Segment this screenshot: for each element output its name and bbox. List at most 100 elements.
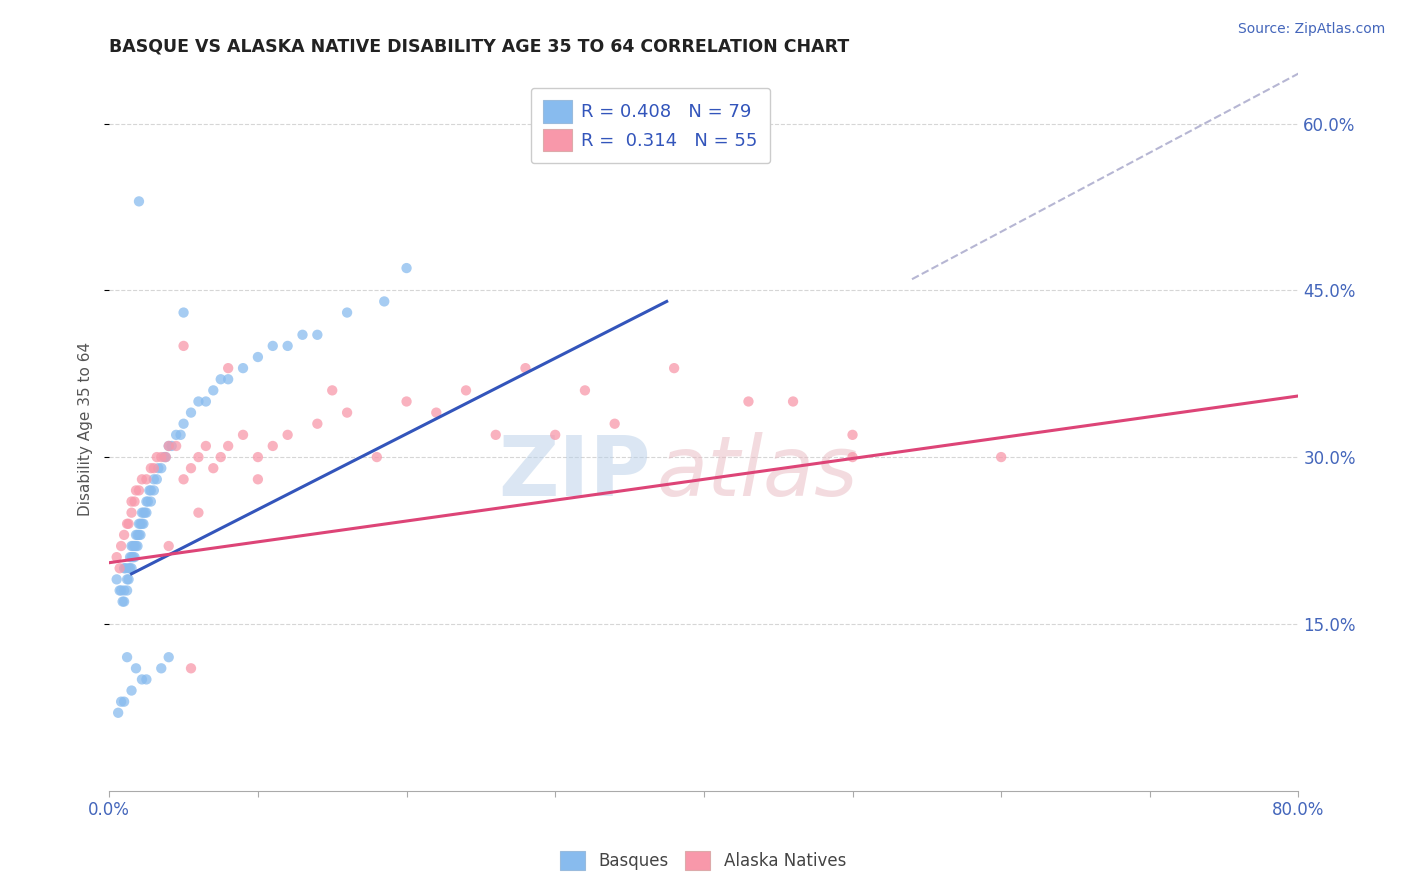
Point	[131, 472, 153, 486]
Point	[307, 327, 329, 342]
Point	[157, 439, 180, 453]
Point	[336, 305, 359, 319]
Point	[122, 539, 145, 553]
Point	[128, 516, 150, 531]
Point	[217, 439, 239, 453]
Point	[160, 439, 183, 453]
Point	[153, 450, 176, 464]
Point	[131, 673, 153, 687]
Point	[135, 494, 157, 508]
Point	[110, 695, 132, 709]
Point	[117, 516, 139, 531]
Point	[366, 450, 388, 464]
Text: atlas: atlas	[657, 432, 858, 513]
Point	[165, 427, 187, 442]
Point	[246, 450, 269, 464]
Point	[155, 450, 177, 464]
Point	[142, 461, 165, 475]
Point	[187, 394, 209, 409]
Point	[135, 506, 157, 520]
Point	[737, 394, 759, 409]
Point	[111, 594, 134, 608]
Point	[132, 516, 155, 531]
Point	[112, 695, 135, 709]
Point	[107, 706, 129, 720]
Point	[202, 384, 225, 398]
Point	[373, 294, 395, 309]
Point	[990, 450, 1012, 464]
Point	[150, 461, 173, 475]
Y-axis label: Disability Age 35 to 64: Disability Age 35 to 64	[79, 343, 93, 516]
Point	[121, 506, 143, 520]
Point	[395, 261, 418, 276]
Point	[121, 539, 143, 553]
Point	[603, 417, 626, 431]
Point	[128, 194, 150, 209]
Text: BASQUE VS ALASKA NATIVE DISABILITY AGE 35 TO 64 CORRELATION CHART: BASQUE VS ALASKA NATIVE DISABILITY AGE 3…	[110, 37, 849, 55]
Point	[132, 506, 155, 520]
Point	[262, 439, 284, 453]
Point	[127, 539, 149, 553]
Point	[515, 361, 537, 376]
Point	[142, 483, 165, 498]
Point	[122, 550, 145, 565]
Point	[108, 583, 131, 598]
Point	[117, 573, 139, 587]
Point	[194, 394, 217, 409]
Point	[146, 450, 169, 464]
Point	[121, 550, 143, 565]
Point	[217, 361, 239, 376]
Point	[841, 427, 863, 442]
Point	[125, 661, 148, 675]
Point	[544, 427, 567, 442]
Point	[121, 494, 143, 508]
Point	[173, 472, 195, 486]
Point	[180, 661, 202, 675]
Legend: Basques, Alaska Natives: Basques, Alaska Natives	[554, 844, 852, 877]
Point	[139, 483, 162, 498]
Point	[574, 384, 596, 398]
Point	[136, 494, 159, 508]
Point	[246, 472, 269, 486]
Point	[128, 483, 150, 498]
Point	[173, 339, 195, 353]
Point	[232, 361, 254, 376]
Point	[217, 372, 239, 386]
Point	[127, 528, 149, 542]
Point	[841, 450, 863, 464]
Point	[202, 461, 225, 475]
Point	[425, 406, 447, 420]
Point	[209, 372, 232, 386]
Point	[112, 594, 135, 608]
Point	[157, 539, 180, 553]
Point	[336, 406, 359, 420]
Point	[485, 427, 508, 442]
Point	[117, 561, 139, 575]
Text: ZIP: ZIP	[498, 432, 651, 513]
Point	[112, 561, 135, 575]
Point	[209, 450, 232, 464]
Point	[118, 561, 141, 575]
Point	[115, 573, 138, 587]
Point	[194, 439, 217, 453]
Point	[165, 439, 187, 453]
Point	[125, 483, 148, 498]
Point	[114, 561, 136, 575]
Point	[157, 439, 180, 453]
Point	[121, 561, 143, 575]
Point	[246, 350, 269, 364]
Point	[187, 450, 209, 464]
Point	[118, 550, 141, 565]
Text: Source: ZipAtlas.com: Source: ZipAtlas.com	[1237, 22, 1385, 37]
Point	[108, 561, 131, 575]
Point	[321, 384, 343, 398]
Point	[148, 461, 170, 475]
Point	[173, 305, 195, 319]
Point	[232, 427, 254, 442]
Point	[662, 361, 685, 376]
Point	[307, 417, 329, 431]
Point	[139, 494, 162, 508]
Point	[277, 427, 299, 442]
Point	[138, 483, 160, 498]
Point	[128, 528, 150, 542]
